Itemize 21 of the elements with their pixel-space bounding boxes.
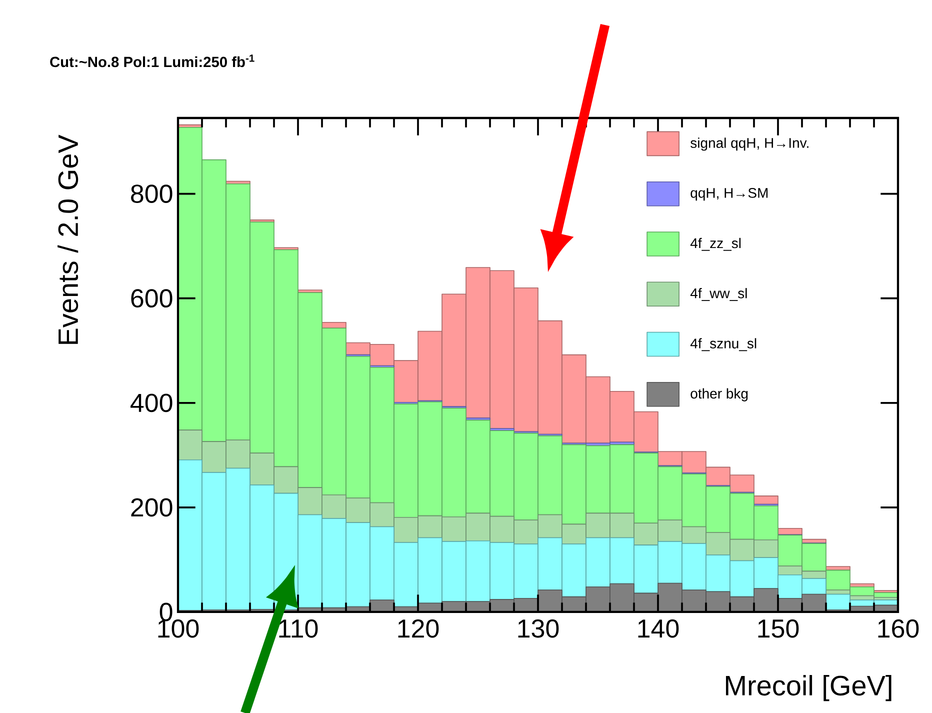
x-tick-label: 130 bbox=[518, 619, 559, 638]
legend-label: other bkg bbox=[690, 388, 748, 402]
y-tick-label: 600 bbox=[131, 289, 172, 308]
legend-label: 4f_ww_sl bbox=[690, 288, 747, 301]
x-tick-label: 150 bbox=[758, 619, 799, 638]
y-tick-label: 0 bbox=[160, 602, 172, 622]
x-axis-title: Mrecoil [GeV] bbox=[726, 675, 892, 702]
chart-title: Cut:~No.8 Pol:1 Lumi:250 fb$^{-1}$ bbox=[50, 54, 254, 68]
y-tick-label: 800 bbox=[131, 184, 172, 203]
legend-label: signal qqH, H→Inv. bbox=[690, 138, 808, 151]
y-tick-label: 200 bbox=[131, 498, 172, 517]
x-tick-label: 100 bbox=[158, 619, 199, 638]
legend-label: 4f_sznu_sl bbox=[690, 338, 756, 352]
y-tick-label: 400 bbox=[130, 394, 172, 412]
x-tick-label: 140 bbox=[638, 619, 679, 638]
y-axis-title: Events / 2.0 GeV bbox=[58, 134, 78, 344]
x-tick-label: 110 bbox=[279, 619, 318, 638]
legend-label: 4f_zz_sl bbox=[690, 238, 741, 251]
x-tick-label: 120 bbox=[398, 619, 439, 638]
legend-label: qqH, H→SM bbox=[690, 188, 768, 201]
x-tick-label: 160 bbox=[878, 619, 919, 638]
